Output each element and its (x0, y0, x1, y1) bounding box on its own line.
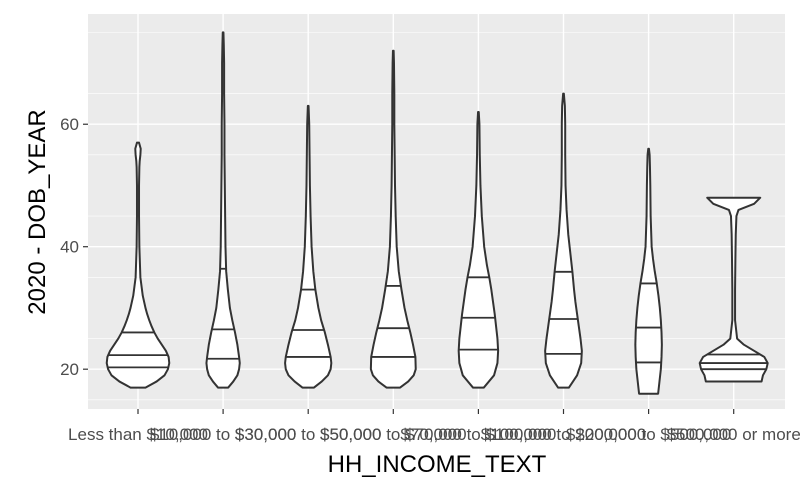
x-tick-label: Less than $10,000 (68, 425, 208, 444)
violin-7 (634, 147, 663, 395)
y-tick-label: 40 (60, 238, 79, 257)
x-axis-title: HH_INCOME_TEXT (328, 451, 547, 478)
y-axis: 20 40 60 (60, 115, 88, 379)
violin-4 (369, 49, 417, 389)
y-tick-label: 20 (60, 360, 79, 379)
violin-6 (544, 92, 583, 389)
plot-panel (88, 14, 785, 409)
violin-2 (205, 31, 241, 389)
violin-1 (105, 141, 171, 389)
x-tick-label: $50,000 to $70,000 (320, 425, 467, 444)
violin-5 (457, 110, 500, 389)
violin-8 (698, 196, 769, 383)
x-tick-label: $70,000 to $100,000 (400, 425, 556, 444)
y-axis-title: 2020 - DOB_YEAR (24, 109, 51, 314)
x-axis: Less than $10,000$10,000 to $30,000$30,0… (68, 409, 800, 444)
x-tick-label: $200,000 to $500,000 (566, 425, 731, 444)
x-tick-label: $30,000 to $50,000 (235, 425, 382, 444)
y-tick-label: 60 (60, 115, 79, 134)
x-tick-label: $10,000 to $30,000 (150, 425, 297, 444)
violin-group (105, 31, 769, 395)
x-tick-label: $100,000 to $200,000 (481, 425, 646, 444)
x-tick-label: $500,000 or more (667, 425, 800, 444)
